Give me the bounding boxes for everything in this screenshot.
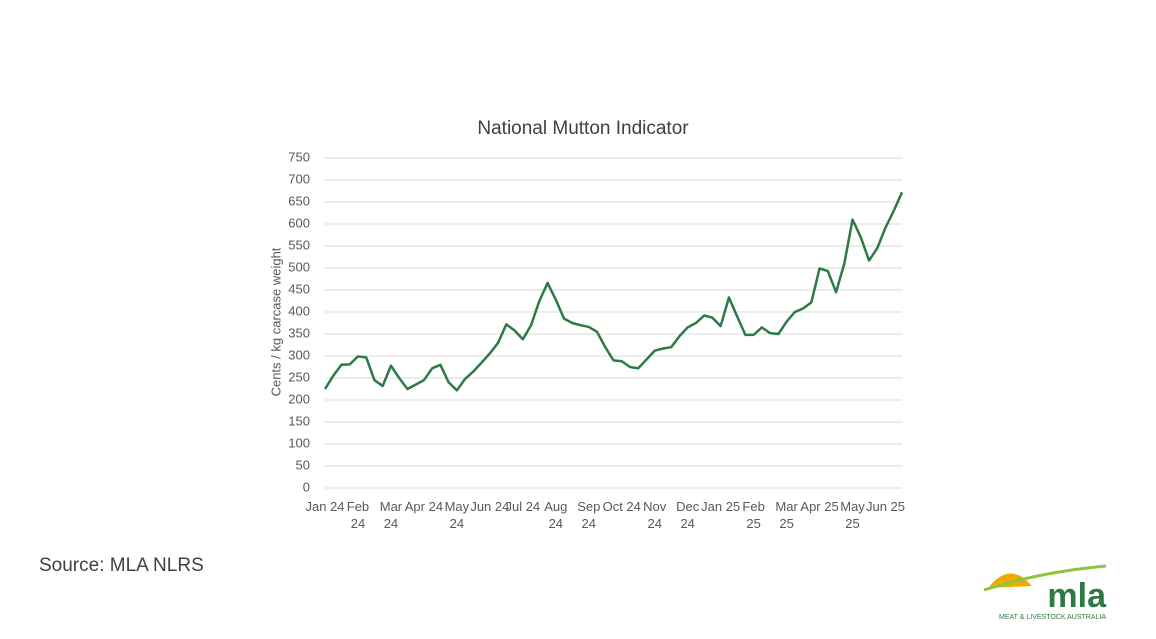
y-tick-label: 200 [288, 391, 310, 406]
logo-name: mla [1047, 577, 1107, 615]
x-tick-label: Mar 25 [775, 499, 798, 531]
x-tick-label: Apr 25 [800, 499, 839, 514]
x-tick-label: Oct 24 [602, 499, 641, 514]
source-note: Source: MLA NLRS [39, 555, 204, 576]
y-axis-label: Cents / kg carcase weight [268, 247, 283, 396]
y-tick-label: 250 [288, 369, 310, 384]
x-tick-label: Feb 25 [742, 499, 765, 531]
x-tick-label: Jul 24 [505, 499, 541, 514]
y-tick-label: 150 [288, 413, 310, 428]
x-tick-label: Jan 24 [305, 499, 345, 514]
y-tick-label: 750 [288, 149, 310, 164]
logo: mla MEAT & LIVESTOCK AUSTRALIA [983, 564, 1107, 621]
y-tick-label: 700 [288, 171, 310, 186]
y-tick-label: 400 [288, 303, 310, 318]
x-tick-label: Sep 24 [577, 499, 601, 531]
x-tick-label: Feb 24 [346, 499, 370, 531]
data-line [323, 191, 904, 392]
y-tick-label: 450 [288, 281, 310, 296]
y-tick-label: 600 [288, 215, 310, 230]
x-tick-label: May 24 [444, 499, 470, 531]
y-tick-label: 100 [288, 435, 310, 450]
y-tick-label: 500 [288, 259, 310, 274]
y-tick-label: 0 [303, 479, 310, 494]
y-tick-label: 550 [288, 237, 310, 252]
chart-title: National Mutton Indicator [477, 118, 689, 139]
x-tick-label: Nov 24 [643, 499, 667, 531]
logo-tagline: MEAT & LIVESTOCK AUSTRALIA [999, 614, 1106, 621]
y-tick-label: 650 [288, 193, 310, 208]
x-tick-label: Jun 24 [470, 499, 510, 514]
x-tick-label: Jun 25 [865, 499, 906, 514]
y-tick-label: 350 [288, 325, 310, 340]
x-tick-label: Dec 24 [676, 499, 700, 531]
x-tick-label: Mar 24 [379, 499, 403, 531]
y-tick-label: 300 [288, 347, 310, 362]
x-tick-label: Aug 24 [544, 499, 568, 531]
y-tick-label: 50 [296, 457, 310, 472]
x-tick-label: Jan 25 [701, 499, 741, 514]
logo-swoosh [983, 564, 1107, 592]
x-tick-label: Apr 24 [404, 499, 444, 514]
x-tick-label: May 25 [840, 499, 865, 531]
